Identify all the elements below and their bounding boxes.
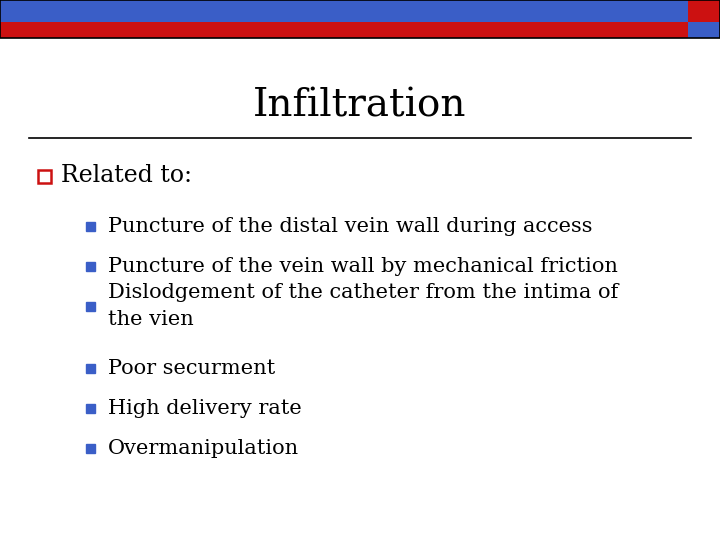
Text: Poor securment: Poor securment — [108, 359, 275, 377]
Text: Dislodgement of the catheter from the intima of
the vien: Dislodgement of the catheter from the in… — [108, 284, 618, 329]
Text: High delivery rate: High delivery rate — [108, 399, 302, 417]
Bar — [0, 0, 720, 38]
Bar — [688, 22, 720, 38]
Text: Infiltration: Infiltration — [253, 87, 467, 125]
Text: Puncture of the distal vein wall during access: Puncture of the distal vein wall during … — [108, 217, 593, 235]
Bar — [38, 170, 51, 183]
Bar — [0, 22, 688, 38]
Text: Overmanipulation: Overmanipulation — [108, 438, 299, 457]
Text: Puncture of the vein wall by mechanical friction: Puncture of the vein wall by mechanical … — [108, 256, 618, 275]
Bar — [688, 0, 720, 22]
Bar — [86, 443, 94, 453]
Bar — [86, 221, 94, 231]
Bar — [86, 403, 94, 413]
Bar — [86, 363, 94, 373]
Bar — [86, 261, 94, 271]
Bar — [0, 0, 688, 22]
Text: Related to:: Related to: — [61, 165, 192, 187]
Bar — [86, 301, 94, 310]
